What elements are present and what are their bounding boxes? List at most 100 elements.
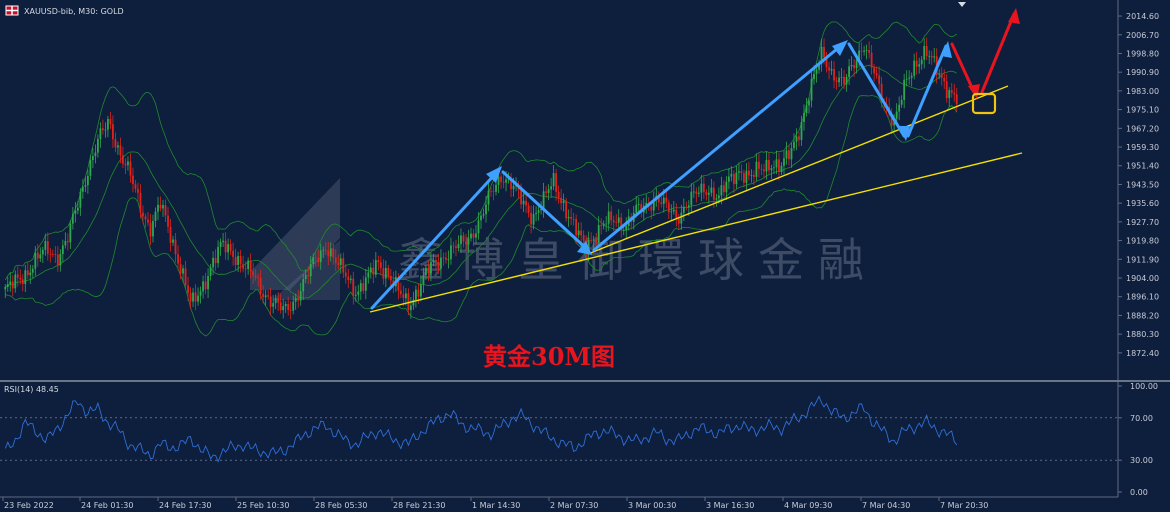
candle-body xyxy=(805,105,808,114)
candle-body xyxy=(337,263,340,265)
candle-body xyxy=(813,73,815,80)
candle-body xyxy=(535,212,537,214)
candle-body xyxy=(605,223,608,225)
candle-body xyxy=(875,73,878,76)
candle-body xyxy=(825,57,828,68)
candle-body xyxy=(542,191,545,210)
price-tick-label: 1998.80 xyxy=(1126,49,1159,58)
candle-body xyxy=(14,274,17,289)
candle-body xyxy=(322,249,325,251)
candle-body xyxy=(264,295,267,298)
chart-shift-marker-icon[interactable] xyxy=(958,2,966,7)
candle-body xyxy=(192,292,194,302)
candle-body xyxy=(918,64,921,67)
candle-body xyxy=(620,217,623,231)
candle-body xyxy=(420,284,422,297)
candle-body xyxy=(232,250,235,257)
candle-body xyxy=(287,304,290,310)
candle-body xyxy=(437,261,440,269)
candle-body xyxy=(710,187,713,193)
candle-body xyxy=(555,173,558,192)
candle-body xyxy=(472,233,475,238)
candle-body xyxy=(294,297,297,302)
candle-body xyxy=(11,281,14,289)
candle-body xyxy=(547,189,550,193)
candle-body xyxy=(905,78,908,80)
trendline-lower xyxy=(369,152,1023,313)
candle-body xyxy=(252,271,255,276)
candle-body xyxy=(512,186,515,190)
candle-body xyxy=(667,202,670,213)
candle-body xyxy=(715,198,718,200)
candle-body xyxy=(567,216,570,219)
candle-body xyxy=(788,150,790,160)
candle-body xyxy=(525,200,527,206)
candle-body xyxy=(745,170,748,183)
candle-body xyxy=(657,195,660,203)
candle-body xyxy=(430,261,432,274)
candle-body xyxy=(124,163,127,166)
forecast-down-arrow xyxy=(950,42,976,94)
candle-body xyxy=(915,60,918,67)
candle-body xyxy=(364,277,367,291)
candle-body xyxy=(840,76,843,78)
candle-body xyxy=(177,254,179,264)
candle-body xyxy=(727,176,730,182)
candle-body xyxy=(399,290,402,295)
arrowhead-icon xyxy=(1008,8,1020,24)
time-tick-label: 23 Feb 2022 xyxy=(4,501,54,510)
price-tick-label: 1911.90 xyxy=(1126,255,1159,264)
candle-body xyxy=(763,169,765,172)
rsi-label: RSI(14) 48.45 xyxy=(4,385,59,394)
time-axis: 23 Feb 2022 24 Feb 01:30 24 Feb 17:30 25 Fe… xyxy=(2,497,988,510)
candle-body xyxy=(154,211,157,222)
candle-body xyxy=(898,104,901,112)
candle-body xyxy=(91,156,94,161)
candle-body xyxy=(86,175,89,186)
price-tick-label: 1951.40 xyxy=(1126,162,1159,171)
candle-body xyxy=(615,222,618,224)
candle-body xyxy=(147,219,149,223)
candle-body xyxy=(748,170,750,176)
candle-body xyxy=(26,270,29,276)
price-tick-label: 2014.60 xyxy=(1126,12,1159,21)
candle-body xyxy=(96,138,99,153)
candle-body xyxy=(920,59,923,65)
price-tick-label: 1880.30 xyxy=(1126,330,1159,339)
candle-body xyxy=(242,264,245,269)
candle-body xyxy=(803,113,805,122)
candle-body xyxy=(510,177,512,190)
target-zone-box xyxy=(971,92,997,115)
candle-body xyxy=(522,200,525,205)
candle-body xyxy=(132,175,134,185)
candle-body xyxy=(880,83,883,102)
time-tick-label: 25 Feb 10:30 xyxy=(237,501,289,510)
candle-body xyxy=(830,69,833,71)
candle-body xyxy=(332,248,335,258)
candle-body xyxy=(552,173,555,187)
candle-body xyxy=(625,226,628,231)
candle-body xyxy=(237,256,240,265)
candle-body xyxy=(730,173,733,177)
candle-body xyxy=(938,73,941,75)
price-axis: 2014.60 2006.70 1998.80 1990.90 1983.00 1975.… xyxy=(1118,12,1159,358)
rsi-tick-label: 70.00 xyxy=(1130,414,1153,423)
candle-body xyxy=(695,191,698,194)
candle-body xyxy=(314,257,317,259)
candle-body xyxy=(717,195,720,199)
candle-body xyxy=(743,173,745,183)
candle-body xyxy=(480,215,482,221)
candle-body xyxy=(572,218,575,220)
candle-body xyxy=(933,56,936,58)
candle-body xyxy=(617,217,620,223)
candle-body xyxy=(379,262,382,268)
wave-arrow-5 xyxy=(906,44,948,138)
candle-body xyxy=(299,291,302,301)
candle-body xyxy=(312,257,315,264)
candle-body xyxy=(732,173,735,185)
price-tick-label: 1904.00 xyxy=(1126,274,1159,283)
candle-body xyxy=(374,260,377,275)
candle-body xyxy=(940,73,943,78)
candle-body xyxy=(21,279,24,284)
candle-body xyxy=(785,150,788,159)
